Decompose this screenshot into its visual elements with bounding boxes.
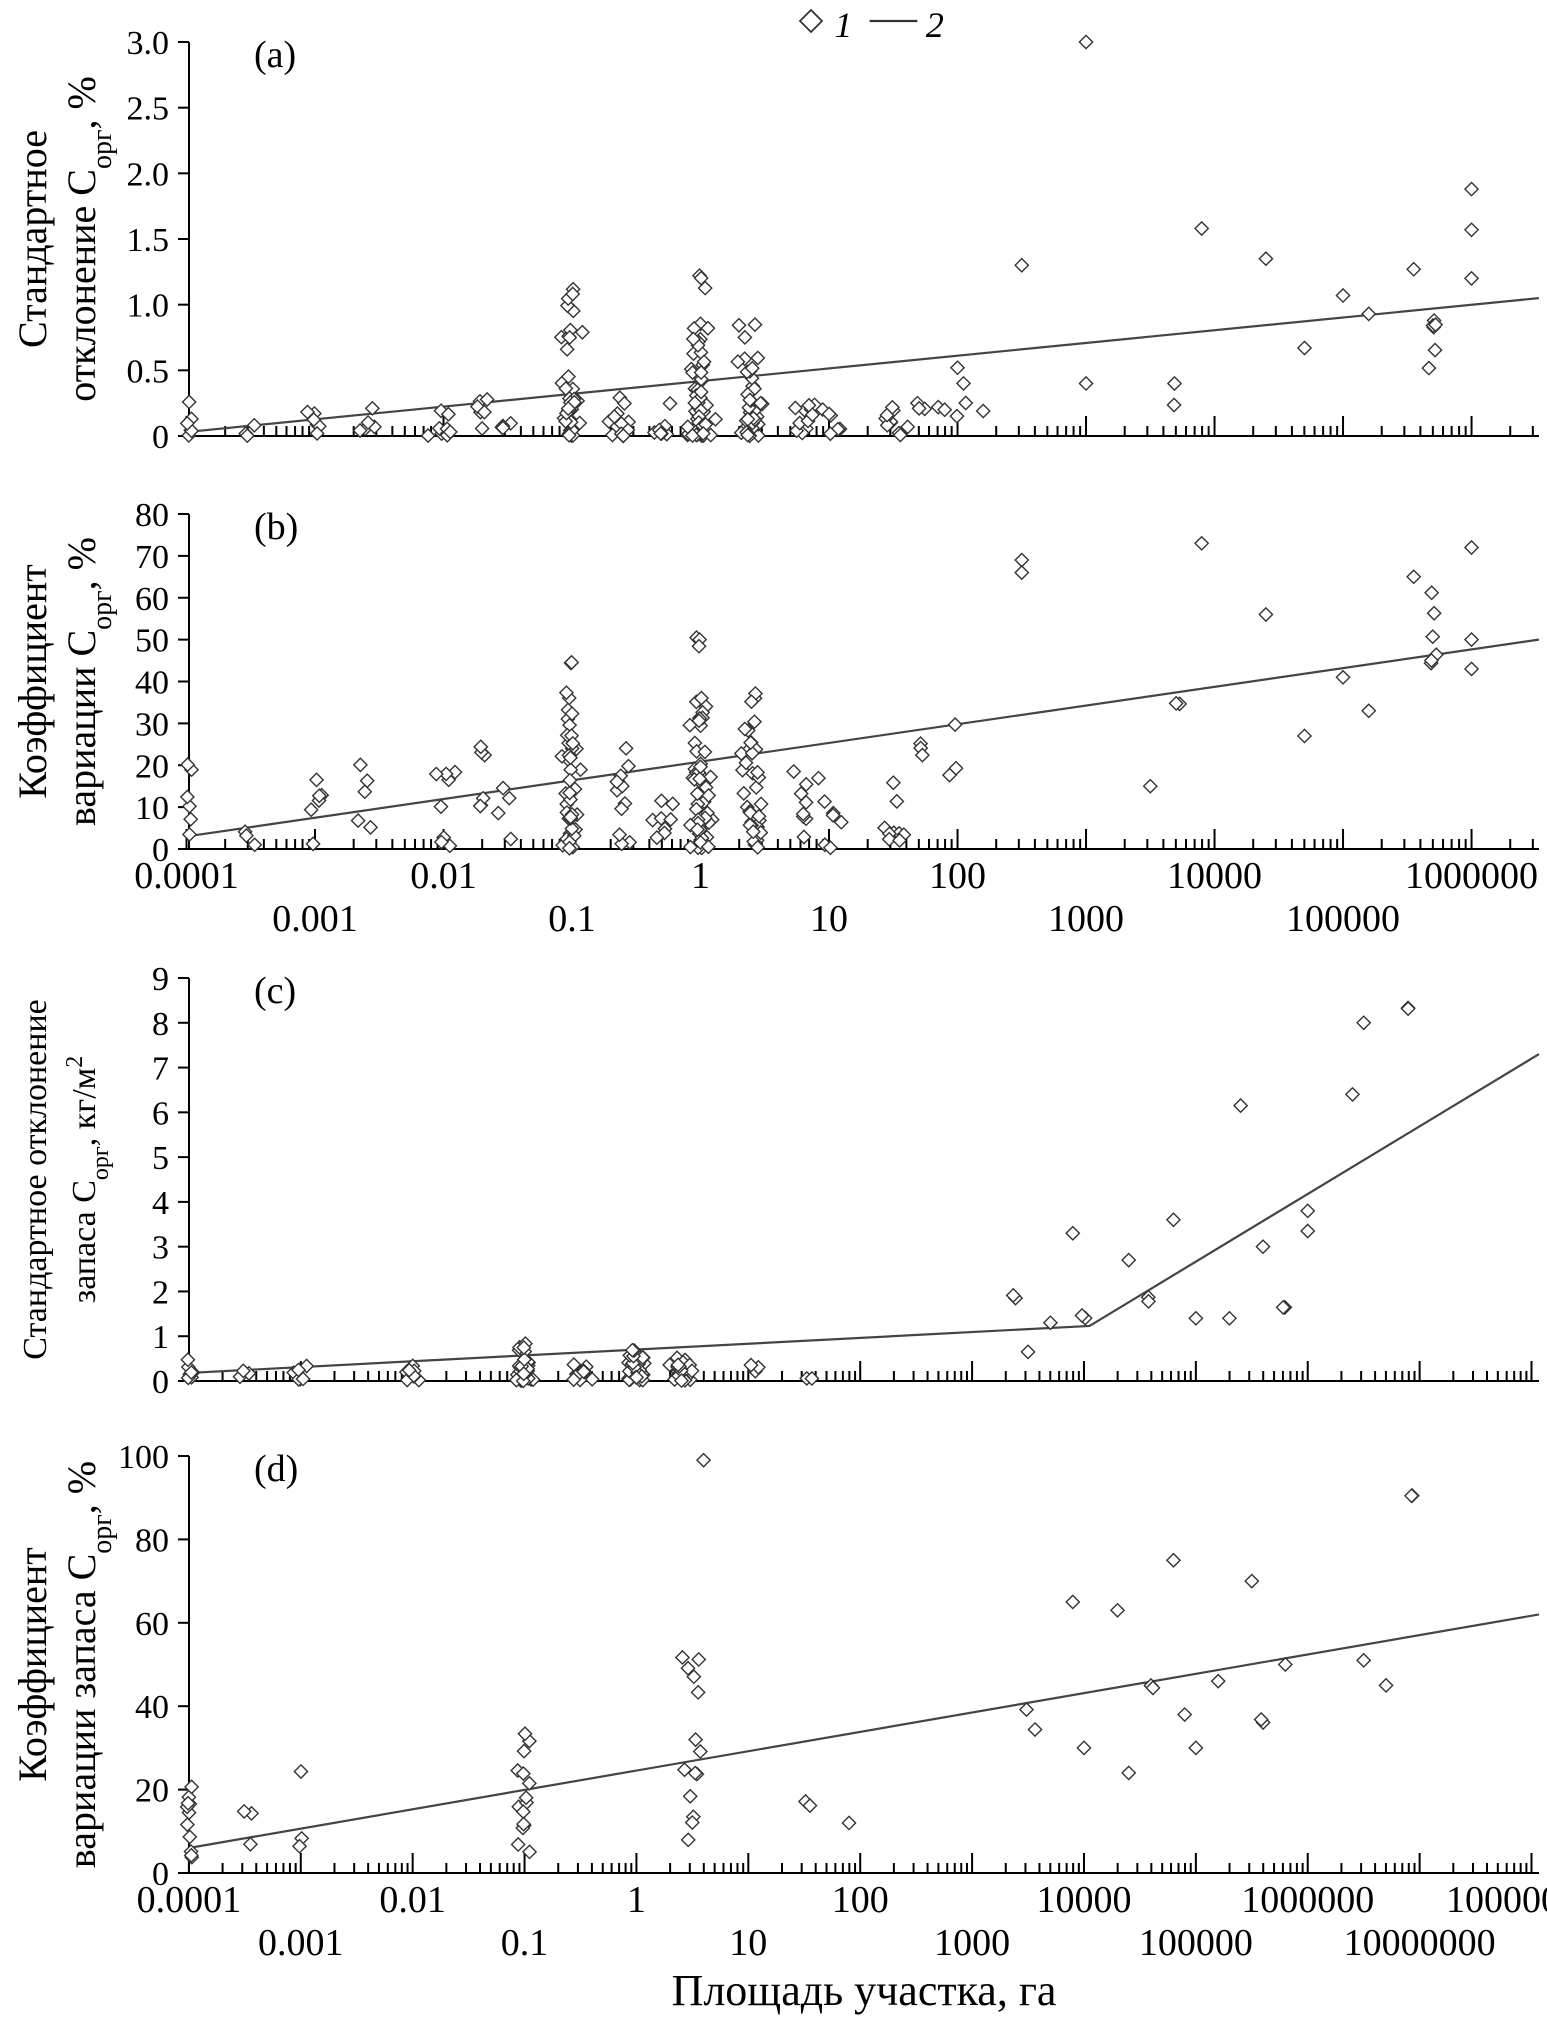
svg-text:10: 10 — [135, 790, 169, 827]
svg-text:1.5: 1.5 — [127, 222, 170, 259]
svg-text:(d): (d) — [254, 1448, 298, 1490]
svg-text:6: 6 — [152, 1095, 169, 1132]
svg-text:10: 10 — [729, 1922, 767, 1964]
svg-text:2.0: 2.0 — [127, 156, 170, 193]
svg-text:0.0001: 0.0001 — [134, 855, 239, 897]
svg-text:7: 7 — [152, 1051, 169, 1088]
svg-text:20: 20 — [135, 748, 169, 785]
svg-text:10000: 10000 — [1036, 1879, 1131, 1921]
svg-text:20: 20 — [135, 1773, 169, 1810]
svg-text:0.01: 0.01 — [410, 855, 477, 897]
svg-text:8: 8 — [152, 1006, 169, 1043]
svg-text:100000000: 100000000 — [1446, 1879, 1547, 1921]
svg-text:70: 70 — [135, 539, 169, 576]
svg-text:Коэффициент: Коэффициент — [10, 564, 55, 799]
svg-text:0.5: 0.5 — [127, 353, 170, 390]
svg-text:2: 2 — [926, 5, 944, 45]
svg-text:0.0001: 0.0001 — [137, 1879, 242, 1921]
svg-text:60: 60 — [135, 581, 169, 618]
svg-text:30: 30 — [135, 706, 169, 743]
svg-text:100000: 100000 — [1286, 898, 1400, 940]
svg-text:0.001: 0.001 — [258, 1922, 344, 1964]
svg-text:1: 1 — [627, 1879, 646, 1921]
svg-text:1000: 1000 — [1048, 898, 1124, 940]
svg-text:1000: 1000 — [934, 1922, 1010, 1964]
svg-text:1: 1 — [152, 1319, 169, 1356]
svg-text:2.5: 2.5 — [127, 91, 170, 128]
svg-text:1.0: 1.0 — [127, 288, 170, 325]
svg-text:0: 0 — [152, 1364, 169, 1401]
svg-text:0: 0 — [152, 419, 169, 456]
svg-text:0.1: 0.1 — [501, 1922, 549, 1964]
svg-text:0.001: 0.001 — [272, 898, 358, 940]
svg-text:40: 40 — [135, 1689, 169, 1726]
svg-text:100: 100 — [832, 1879, 889, 1921]
svg-text:Стандартное отклонение: Стандартное отклонение — [17, 999, 54, 1359]
svg-text:5: 5 — [152, 1140, 169, 1177]
svg-text:(c): (c) — [254, 970, 296, 1012]
svg-text:2: 2 — [152, 1274, 169, 1311]
svg-text:100: 100 — [118, 1439, 169, 1476]
svg-text:10000000: 10000000 — [1344, 1922, 1496, 1964]
svg-text:80: 80 — [135, 1522, 169, 1559]
svg-text:Стандартное: Стандартное — [10, 130, 55, 348]
svg-text:40: 40 — [135, 665, 169, 702]
svg-text:1: 1 — [691, 855, 710, 897]
svg-text:100: 100 — [929, 855, 986, 897]
svg-text:3.0: 3.0 — [127, 25, 170, 62]
svg-text:Коэффициент: Коэффициент — [10, 1547, 55, 1782]
svg-text:100000: 100000 — [1139, 1922, 1253, 1964]
svg-text:Площадь участка, га: Площадь участка, га — [672, 1966, 1057, 2015]
svg-text:1: 1 — [834, 5, 852, 45]
svg-text:10: 10 — [810, 898, 848, 940]
svg-text:80: 80 — [135, 497, 169, 534]
svg-text:10000: 10000 — [1167, 855, 1262, 897]
svg-text:1000000: 1000000 — [1241, 1879, 1374, 1921]
svg-text:(a): (a) — [254, 34, 296, 76]
svg-text:(b): (b) — [254, 506, 298, 548]
svg-text:60: 60 — [135, 1606, 169, 1643]
svg-text:50: 50 — [135, 623, 169, 660]
svg-text:4: 4 — [152, 1185, 169, 1222]
svg-text:0.1: 0.1 — [548, 898, 596, 940]
svg-text:1000000: 1000000 — [1405, 855, 1538, 897]
svg-text:9: 9 — [152, 961, 169, 998]
svg-text:0.01: 0.01 — [379, 1879, 446, 1921]
svg-text:3: 3 — [152, 1230, 169, 1267]
